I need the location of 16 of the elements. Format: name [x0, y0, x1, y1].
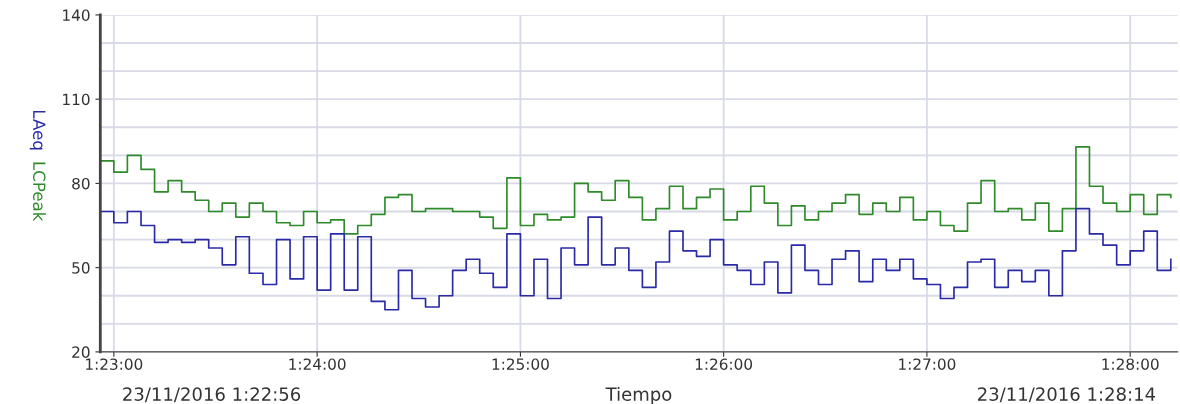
x-tick-label: 1:24:00 [289, 358, 346, 370]
x-tick-label: 1:23:00 [86, 358, 143, 370]
text: 23/11/2016 1:28:14 [978, 387, 1156, 403]
text: LAeq [29, 110, 46, 150]
x-tick-label: 1:25:00 [492, 358, 549, 370]
y-tick-label: 80 [72, 177, 90, 190]
x-tick-label: 1:27:00 [899, 358, 956, 370]
y-tick-label: 140 [63, 9, 90, 21]
text: 23/11/2016 1:22:56 [123, 387, 301, 403]
text: LCPeak [32, 162, 46, 222]
y-tick-label: 50 [72, 262, 90, 274]
x-tick-label: 1:26:00 [695, 358, 753, 370]
y-tick-label: 20 [72, 346, 90, 358]
y-tick-label: 110 [63, 93, 90, 106]
x-axis-title: Tiempo [605, 386, 672, 404]
x-tick-label: 1:28:00 [1102, 358, 1159, 370]
